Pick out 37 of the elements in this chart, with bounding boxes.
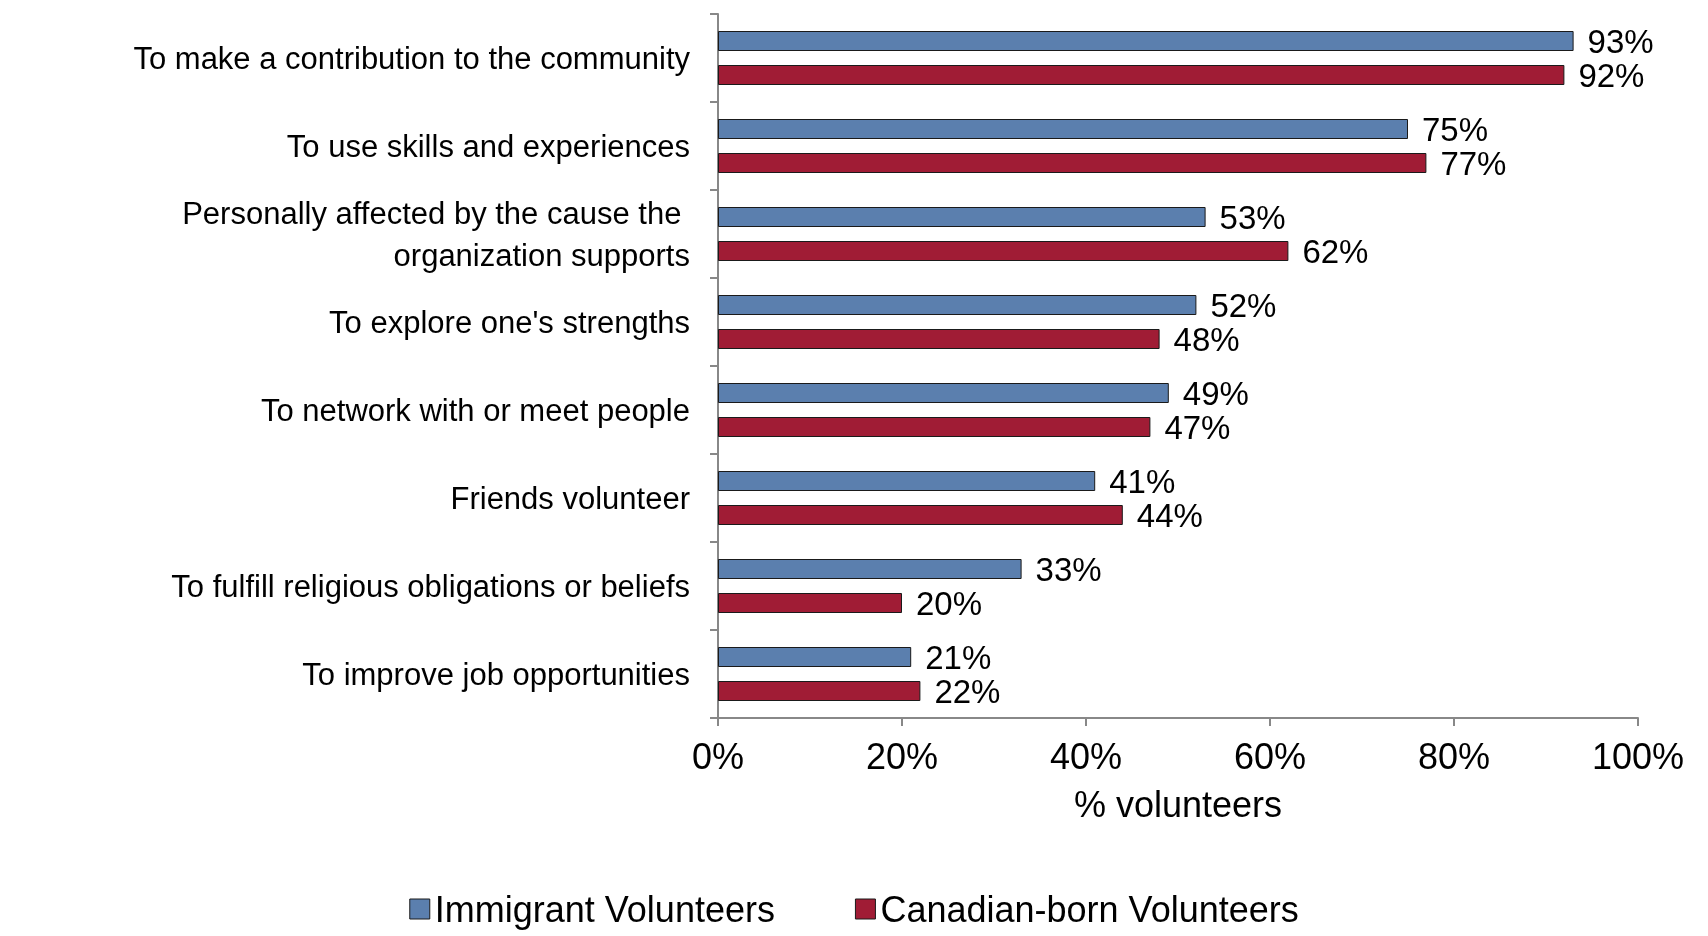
x-axis-title: % volunteers (1073, 783, 1283, 825)
y-tick-label: Personally affected by the cause the organization supports (182, 195, 690, 273)
bar (718, 153, 1427, 173)
data-label: 33% (1035, 550, 1102, 588)
y-tick-label: To explore one's strengths (329, 304, 690, 340)
x-tick-label: 0% (691, 735, 745, 777)
bar (718, 329, 1160, 349)
y-tick-label: To make a contribution to the community (133, 40, 691, 76)
x-tick-label: 80% (1417, 735, 1491, 777)
bar (718, 647, 912, 667)
bar (718, 681, 921, 701)
bar (718, 383, 1169, 403)
legend-label: Canadian-born Volunteers (880, 888, 1299, 930)
y-tick-label: To fulfill religious obligations or beliefs (171, 568, 690, 604)
bar (718, 31, 1574, 51)
bar (718, 471, 1096, 491)
bar (718, 207, 1206, 227)
y-tick-label: To use skills and experiences (286, 128, 690, 164)
x-tick-label: 40% (1049, 735, 1123, 777)
bar (718, 559, 1022, 579)
y-tick-label: To network with or meet people (260, 392, 690, 428)
data-label: 53% (1219, 198, 1286, 236)
bar (718, 417, 1151, 437)
bar (718, 593, 902, 613)
data-label: 20% (916, 584, 983, 622)
bar (718, 119, 1408, 139)
x-tick-label: 20% (865, 735, 939, 777)
legend-label: Immigrant Volunteers (434, 888, 775, 930)
y-tick-label: Friends volunteer (450, 480, 690, 516)
x-tick-label: 60% (1233, 735, 1307, 777)
bar (718, 295, 1197, 315)
data-label: 62% (1302, 232, 1369, 270)
x-tick-label: 100% (1591, 735, 1685, 777)
y-tick-label: To improve job opportunities (302, 656, 690, 692)
bar (718, 65, 1565, 85)
bar (718, 505, 1123, 525)
bar (718, 241, 1289, 261)
